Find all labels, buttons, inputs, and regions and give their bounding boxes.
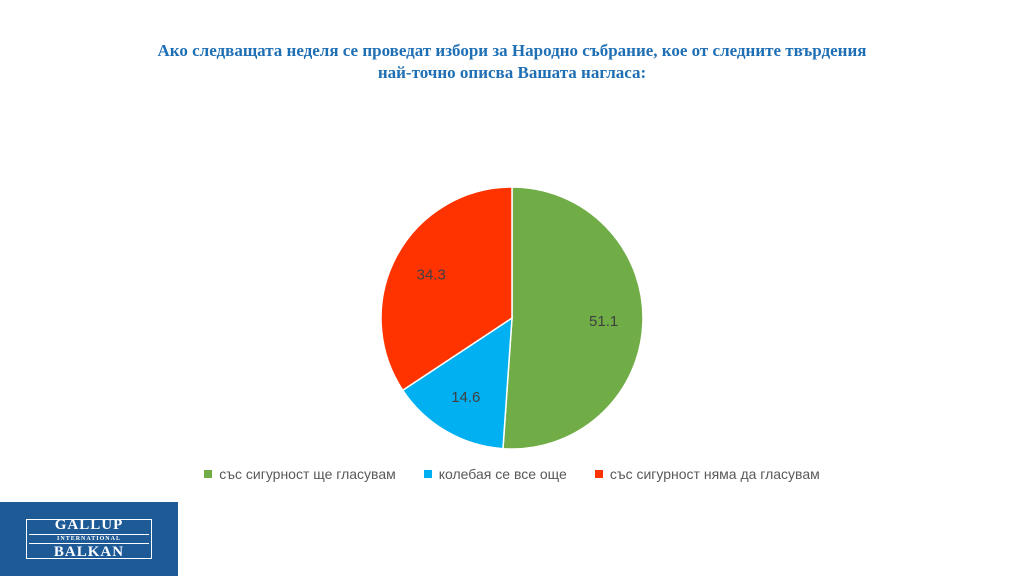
- logo-line-3: BALKAN: [53, 544, 125, 560]
- legend-swatch-3: [594, 470, 603, 478]
- legend-item-2: колебая се все още: [423, 466, 567, 482]
- legend-item-1: със сигурност ще гласувам: [204, 466, 396, 482]
- pie-slice-2: [401, 316, 513, 450]
- legend-item-3: със сигурност няма да гласувам: [594, 466, 820, 482]
- chart-legend: със сигурност ще гласувам колебая се все …: [0, 464, 1024, 484]
- pie-slice-3: [380, 186, 513, 392]
- data-label-2: 14.6: [451, 389, 480, 406]
- gallup-international-balkan-logo: GALLUP INTERNATIONAL BALKAN: [0, 502, 178, 576]
- legend-swatch-2: [423, 470, 432, 478]
- legend-label-2: колебая се все още: [438, 466, 567, 482]
- legend-label-1: със сигурност ще гласувам: [219, 466, 396, 482]
- data-label-1: 51.1: [589, 313, 618, 330]
- legend-swatch-1: [204, 470, 213, 478]
- data-label-3: 34.3: [417, 267, 446, 284]
- logo-line-1: GALLUP: [54, 517, 124, 533]
- chart-title-line-1: Ако следващата неделя се проведат избори…: [157, 41, 867, 60]
- logo-line-2: INTERNATIONAL: [29, 534, 149, 544]
- logo-frame: GALLUP INTERNATIONAL BALKAN: [26, 517, 152, 560]
- legend-label-3: със сигурност няма да гласувам: [609, 466, 820, 482]
- pie-slice-1: [502, 186, 644, 450]
- chart-title: Ако следващата неделя се проведат избори…: [0, 40, 1024, 84]
- chart-title-line-2: най-точно описва Вашата нагласа:: [377, 63, 647, 82]
